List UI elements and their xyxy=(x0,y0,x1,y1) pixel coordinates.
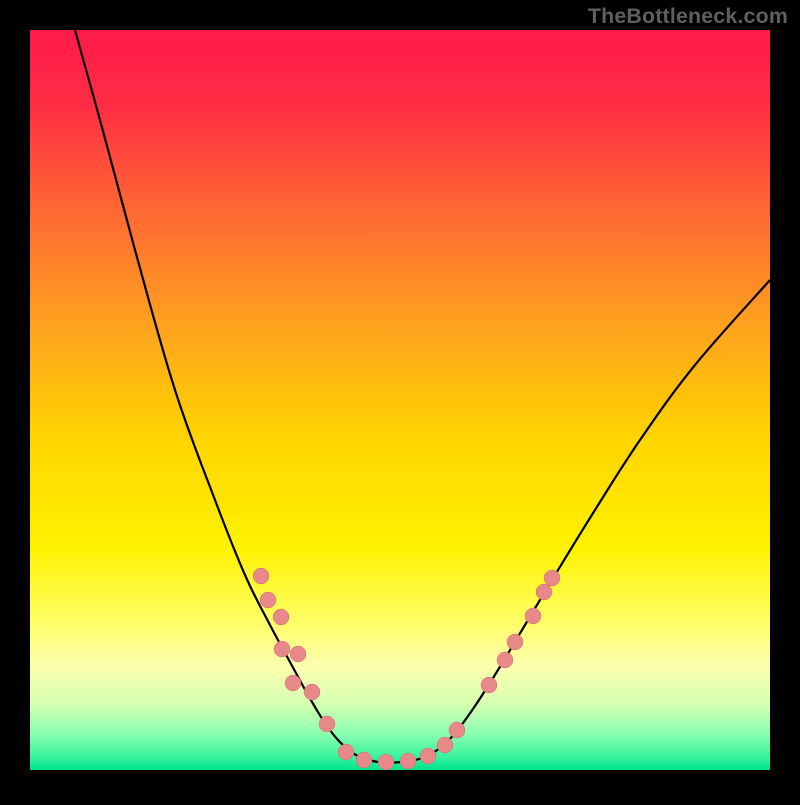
curve-marker xyxy=(274,641,290,657)
curve-marker xyxy=(536,584,552,600)
curve-marker xyxy=(338,744,354,760)
curve-marker xyxy=(507,634,523,650)
curve-marker xyxy=(290,646,306,662)
curve-marker xyxy=(400,753,416,769)
gradient-background xyxy=(30,30,770,770)
curve-marker xyxy=(420,748,436,764)
curve-marker xyxy=(285,675,301,691)
curve-marker xyxy=(378,754,394,770)
curve-marker xyxy=(304,684,320,700)
curve-marker xyxy=(253,568,269,584)
bottleneck-chart xyxy=(0,0,800,800)
curve-marker xyxy=(525,608,541,624)
curve-marker xyxy=(544,570,560,586)
curve-marker xyxy=(356,752,372,768)
curve-marker xyxy=(437,737,453,753)
curve-marker xyxy=(497,652,513,668)
curve-marker xyxy=(260,592,276,608)
watermark-text: TheBottleneck.com xyxy=(588,4,788,29)
curve-marker xyxy=(319,716,335,732)
curve-marker xyxy=(449,722,465,738)
curve-marker xyxy=(481,677,497,693)
curve-marker xyxy=(273,609,289,625)
